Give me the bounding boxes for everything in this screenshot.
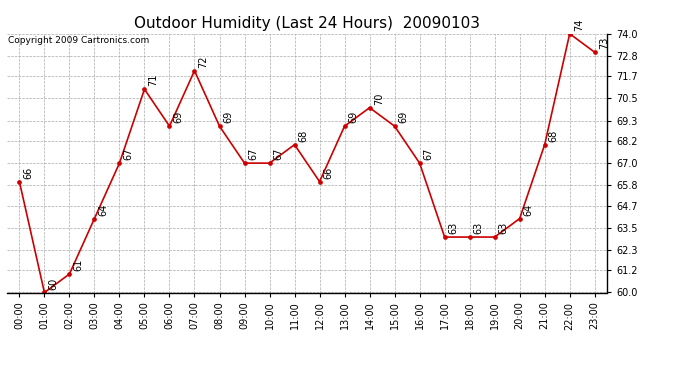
Text: 69: 69: [224, 111, 234, 123]
Text: 66: 66: [324, 166, 334, 179]
Text: 69: 69: [399, 111, 408, 123]
Text: 70: 70: [374, 93, 384, 105]
Text: 67: 67: [124, 148, 134, 160]
Text: 64: 64: [524, 204, 534, 216]
Text: 63: 63: [499, 222, 509, 234]
Text: 69: 69: [348, 111, 359, 123]
Text: 60: 60: [48, 278, 59, 290]
Text: 64: 64: [99, 204, 108, 216]
Text: 68: 68: [549, 130, 559, 142]
Text: 66: 66: [23, 166, 34, 179]
Text: 67: 67: [274, 148, 284, 160]
Text: 71: 71: [148, 74, 159, 86]
Text: 67: 67: [424, 148, 434, 160]
Text: 63: 63: [474, 222, 484, 234]
Text: 68: 68: [299, 130, 308, 142]
Text: 72: 72: [199, 56, 208, 68]
Text: 69: 69: [174, 111, 184, 123]
Text: 73: 73: [599, 37, 609, 50]
Text: 61: 61: [74, 259, 83, 271]
Text: Copyright 2009 Cartronics.com: Copyright 2009 Cartronics.com: [8, 36, 149, 45]
Title: Outdoor Humidity (Last 24 Hours)  20090103: Outdoor Humidity (Last 24 Hours) 2009010…: [134, 16, 480, 31]
Text: 74: 74: [574, 19, 584, 31]
Text: 67: 67: [248, 148, 259, 160]
Text: 63: 63: [448, 222, 459, 234]
